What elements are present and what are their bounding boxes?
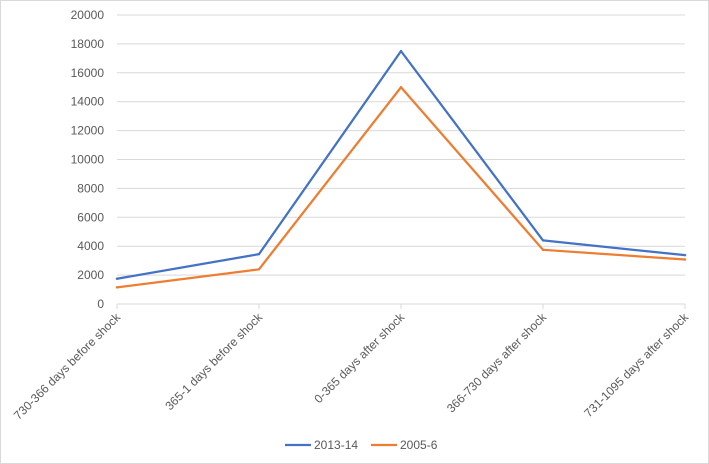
y-tick-label: 16000: [71, 66, 105, 80]
series-line-0: [115, 50, 687, 280]
data-point: [683, 253, 687, 257]
data-point: [399, 49, 403, 53]
x-tick-label: 0-365 days after shock: [311, 310, 407, 406]
y-tick-label: 18000: [71, 37, 105, 51]
gridlines: [117, 14, 685, 276]
data-point: [541, 248, 545, 252]
legend-label: 2013-14: [314, 438, 358, 452]
x-tick-label: 365-1 days before shock: [162, 310, 266, 414]
data-point: [541, 239, 545, 242]
data-point: [257, 268, 261, 271]
series-line-1: [115, 86, 687, 289]
y-tick-label: 6000: [77, 210, 104, 224]
y-tick-label: 10000: [71, 153, 105, 167]
y-tick-label: 12000: [71, 124, 105, 138]
y-tick-label: 4000: [77, 239, 104, 253]
y-tick-label: 0: [97, 297, 104, 311]
x-tick-label: 730-366 days before shock: [11, 310, 124, 423]
data-point: [257, 252, 261, 256]
legend-label: 2005-6: [400, 438, 438, 452]
x-tick-label: 366-730 days after shock: [444, 310, 550, 416]
data-point: [683, 258, 687, 261]
data-point: [115, 277, 119, 280]
x-axis-tick-labels: 730-366 days before shock 365-1 days befo…: [11, 310, 692, 423]
y-tick-label: 8000: [77, 181, 104, 195]
axes: [116, 303, 686, 309]
x-tick-label: 731-1095 days after shock: [581, 310, 692, 421]
legend: 2013-14 2005-6: [285, 438, 438, 452]
series-lines: [115, 49, 687, 289]
y-tick-label: 2000: [77, 268, 104, 282]
data-point: [115, 286, 119, 289]
y-tick-label: 14000: [71, 95, 105, 109]
data-point: [399, 86, 403, 89]
y-tick-label: 20000: [71, 8, 105, 22]
y-axis-tick-labels: 0 2000 4000 6000 8000 10000 12000 14000 16000 180…: [71, 8, 105, 311]
